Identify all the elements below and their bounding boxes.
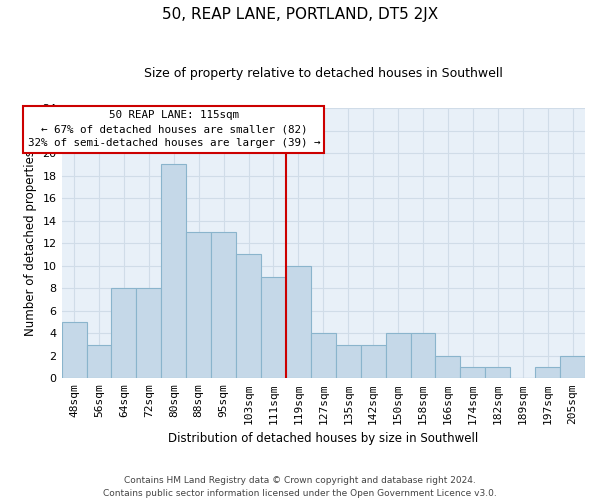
Y-axis label: Number of detached properties: Number of detached properties: [24, 150, 37, 336]
Bar: [460, 367, 485, 378]
Bar: [436, 356, 460, 378]
Bar: [485, 367, 510, 378]
Bar: [261, 277, 286, 378]
X-axis label: Distribution of detached houses by size in Southwell: Distribution of detached houses by size …: [168, 432, 478, 445]
Bar: [161, 164, 186, 378]
Bar: [136, 288, 161, 378]
Bar: [186, 232, 211, 378]
Bar: [211, 232, 236, 378]
Bar: [236, 254, 261, 378]
Bar: [386, 334, 410, 378]
Bar: [336, 344, 361, 378]
Title: Size of property relative to detached houses in Southwell: Size of property relative to detached ho…: [144, 68, 503, 80]
Bar: [86, 344, 112, 378]
Bar: [112, 288, 136, 378]
Bar: [286, 266, 311, 378]
Bar: [560, 356, 585, 378]
Bar: [361, 344, 386, 378]
Text: 50, REAP LANE, PORTLAND, DT5 2JX: 50, REAP LANE, PORTLAND, DT5 2JX: [162, 8, 438, 22]
Bar: [410, 334, 436, 378]
Bar: [62, 322, 86, 378]
Text: 50 REAP LANE: 115sqm
← 67% of detached houses are smaller (82)
32% of semi-detac: 50 REAP LANE: 115sqm ← 67% of detached h…: [28, 110, 320, 148]
Bar: [535, 367, 560, 378]
Bar: [311, 334, 336, 378]
Text: Contains HM Land Registry data © Crown copyright and database right 2024.
Contai: Contains HM Land Registry data © Crown c…: [103, 476, 497, 498]
